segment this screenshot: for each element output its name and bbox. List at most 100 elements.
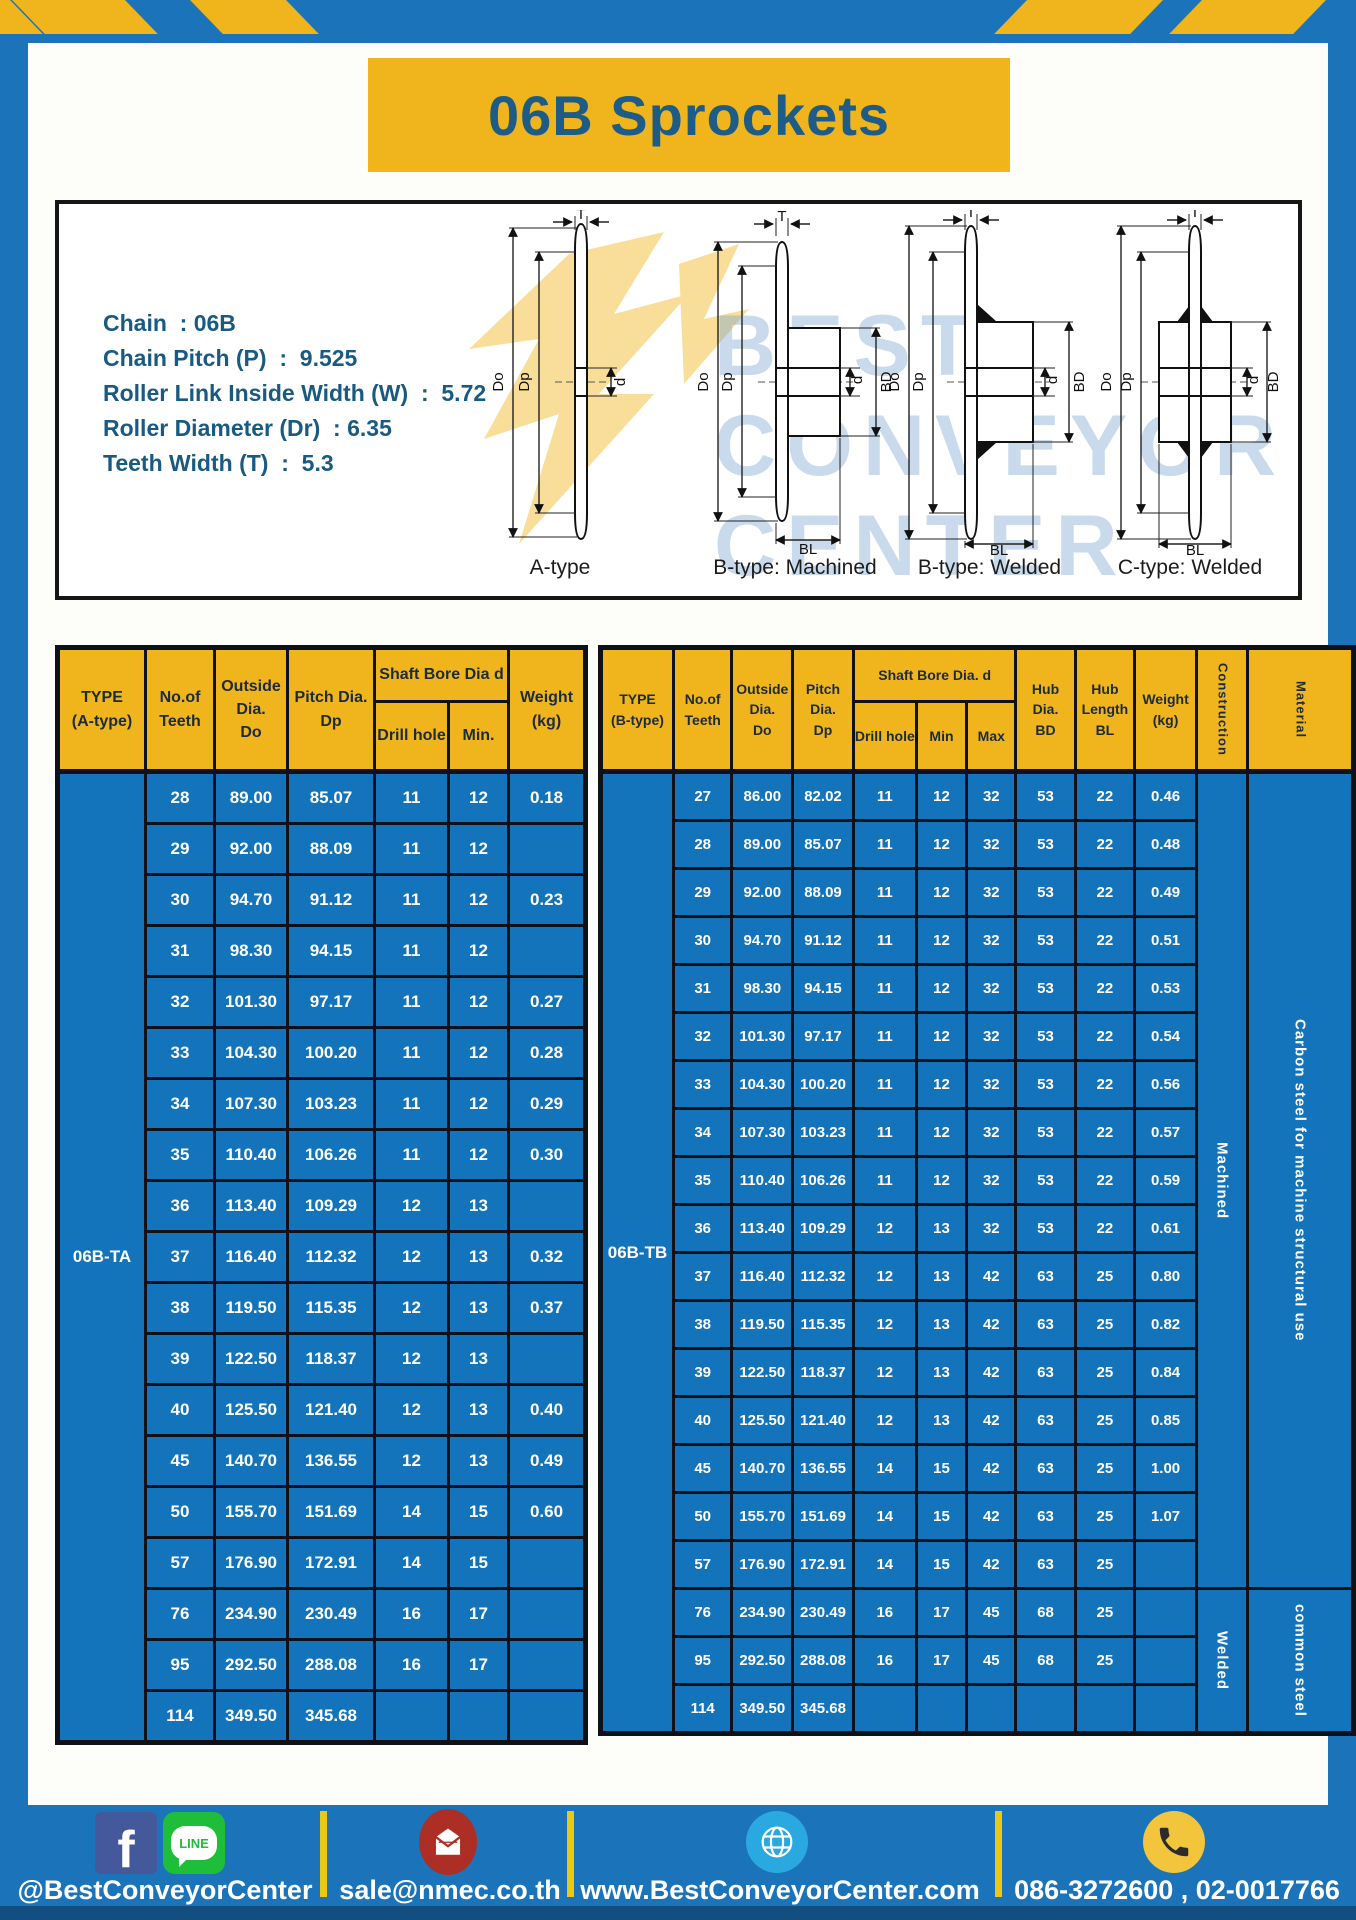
data-cell: 12 [914, 1155, 969, 1206]
data-cell: 230.49 [791, 1587, 855, 1638]
top-stripe-decoration [1169, 0, 1326, 34]
table-row: 29 92.00 88.09 11 12 32 53 22 0.49 [601, 867, 1354, 918]
footer-website: www.BestConveyorCenter.com [580, 1875, 980, 1905]
phone-icon [1143, 1811, 1205, 1873]
table-row: 39 122.50 118.37 12 13 42 63 25 0.84 [601, 1347, 1354, 1398]
data-cell: 28 [671, 819, 734, 870]
data-cell: 11 [851, 1059, 918, 1110]
data-cell: 32 [965, 963, 1018, 1014]
data-cell: 25 [1073, 1347, 1137, 1398]
diagram-box: BEST CONVEYOR CENTER Chain : 06B Chain P… [55, 200, 1302, 600]
footer-divider [995, 1811, 1002, 1897]
data-cell: 32 [965, 1107, 1018, 1158]
data-cell: 42 [965, 1395, 1018, 1446]
data-cell [1133, 1539, 1198, 1590]
data-cell: 85.07 [286, 769, 376, 825]
data-cell [507, 1536, 587, 1590]
spec-line: Roller Diameter (Dr) : 6.35 [103, 415, 392, 441]
b-type-table-header: TYPE (B-type) No.of Teeth Outside Dia. D… [599, 646, 1356, 773]
col-header-weight: Weight (kg) [1133, 646, 1198, 773]
data-cell: 11 [851, 1155, 918, 1206]
data-cell: 13 [914, 1251, 969, 1302]
table-row: 45 140.70 136.55 12 13 0.49 [58, 1434, 587, 1488]
dim-label-bd: BD [878, 371, 895, 392]
data-cell: 107.30 [213, 1077, 289, 1131]
data-cell: 0.85 [1133, 1395, 1198, 1446]
material-cell: common steel [1245, 1587, 1356, 1735]
table-row: 37 116.40 112.32 12 13 0.32 [58, 1230, 587, 1284]
dim-label-t: T [966, 210, 975, 221]
data-cell: 91.12 [791, 915, 855, 966]
table-row: 29 92.00 88.09 11 12 [58, 822, 587, 876]
data-cell: 0.80 [1133, 1251, 1198, 1302]
a-type-table-header: TYPE (A-type) No.of Teeth Outside Dia. D… [56, 646, 587, 773]
dim-label-do: Do [490, 372, 507, 391]
data-cell: 118.37 [286, 1332, 376, 1386]
data-cell: 17 [914, 1587, 969, 1638]
a-type-table-body: 06B-TA 28 89.00 85.07 11 12 0.18 29 92.00 88.09 11… [56, 769, 587, 1744]
table-row: 76 234.90 230.49 16 17 45 68 25 Welded common ste… [601, 1587, 1356, 1735]
data-cell: 94.15 [286, 924, 376, 978]
dim-label-dp: Dp [910, 372, 927, 391]
data-cell: 12 [914, 1059, 969, 1110]
data-cell: 14 [851, 1491, 918, 1542]
data-cell: 94.15 [791, 963, 855, 1014]
data-cell: 12 [373, 1332, 450, 1386]
col-header-teeth: No.of Teeth [144, 646, 216, 773]
table-row: 39 122.50 118.37 12 13 [58, 1332, 587, 1386]
figure-c-type-welded: T Do Dp d BD BL C-type: Welded [1095, 210, 1285, 580]
data-cell: 31 [144, 924, 216, 978]
data-cell: 15 [914, 1491, 969, 1542]
data-cell: 86.00 [730, 769, 795, 822]
data-cell: 110.40 [213, 1128, 289, 1182]
data-cell: 94.70 [213, 873, 289, 927]
data-cell: 22 [1073, 819, 1137, 870]
data-cell: 136.55 [791, 1443, 855, 1494]
data-cell: 88.09 [791, 867, 855, 918]
data-cell: 57 [671, 1539, 734, 1590]
data-cell: 136.55 [286, 1434, 376, 1488]
dim-label-d: d [612, 378, 629, 386]
data-cell: 22 [1073, 867, 1137, 918]
data-cell: 12 [373, 1230, 450, 1284]
col-header-pitch-dia: Pitch Dia. Dp [791, 646, 855, 773]
data-cell: 12 [373, 1434, 450, 1488]
table-row: 95 292.50 288.08 16 17 [58, 1638, 587, 1692]
data-cell: 14 [851, 1443, 918, 1494]
top-stripe-decoration [190, 0, 319, 34]
data-cell: 42 [965, 1251, 1018, 1302]
data-cell: 36 [144, 1179, 216, 1233]
footer-bottom-strip [0, 1906, 1356, 1920]
data-cell: 113.40 [213, 1179, 289, 1233]
data-cell: 16 [373, 1638, 450, 1692]
data-cell: 288.08 [286, 1638, 376, 1692]
col-header-material: Material [1245, 646, 1356, 773]
data-cell: 33 [671, 1059, 734, 1110]
email-icon [419, 1809, 477, 1875]
data-cell: 42 [965, 1491, 1018, 1542]
table-row: 35 110.40 106.26 11 12 32 53 22 0.59 [601, 1155, 1354, 1206]
data-cell: 0.60 [507, 1485, 587, 1539]
data-cell: 109.29 [286, 1179, 376, 1233]
col-header-hub-dia: Hub Dia. BD [1014, 646, 1077, 773]
data-cell: 11 [851, 915, 918, 966]
data-cell: 0.84 [1133, 1347, 1198, 1398]
data-cell [1133, 1587, 1198, 1638]
data-cell [1133, 1683, 1198, 1735]
data-cell: 12 [914, 819, 969, 870]
col-header-teeth: No.of Teeth [671, 646, 734, 773]
data-cell: 45 [965, 1635, 1018, 1686]
data-cell: 11 [851, 963, 918, 1014]
data-cell [507, 1587, 587, 1641]
data-cell: 53 [1014, 1011, 1077, 1062]
data-cell: 42 [965, 1347, 1018, 1398]
line-icon-bubble: LINE [171, 1826, 217, 1867]
data-cell [851, 1683, 918, 1735]
data-cell: 32 [965, 1059, 1018, 1110]
data-cell: 15 [447, 1536, 510, 1590]
data-cell: 0.37 [507, 1281, 587, 1335]
table-row: 32 101.30 97.17 11 12 32 53 22 0.54 [601, 1011, 1354, 1062]
data-cell: 63 [1014, 1443, 1077, 1494]
sprocket-drawing-b-machined: T Do Dp d BD BL [695, 210, 895, 555]
construction-cell: Machined [1194, 769, 1249, 1590]
